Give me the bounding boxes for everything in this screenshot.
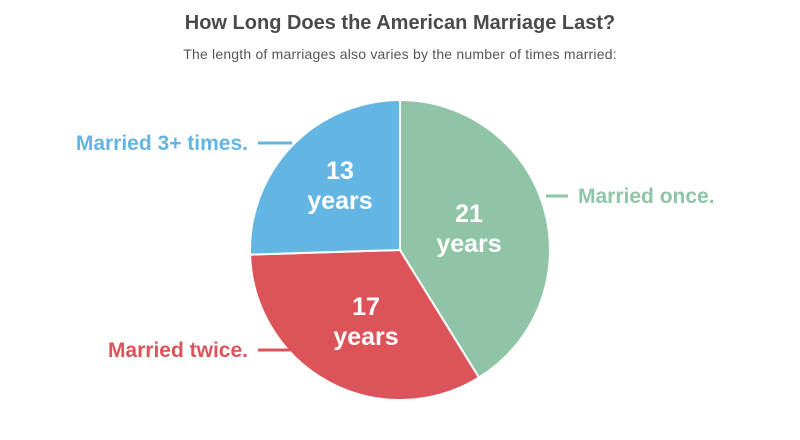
slice-value-number: 21 xyxy=(455,200,483,228)
category-label: Married once. xyxy=(578,185,715,208)
category-label: Married twice. xyxy=(108,339,248,362)
slice-value-label: 21 years xyxy=(436,200,501,258)
chart-subtitle: The length of marriages also varies by t… xyxy=(183,46,617,62)
slice-value-unit: years xyxy=(333,323,398,351)
slice-value-label: 13 years xyxy=(307,157,372,215)
pie-slice xyxy=(399,98,551,379)
slice-value-unit: years xyxy=(307,187,372,215)
slice-value-number: 17 xyxy=(352,293,380,321)
pie-slice xyxy=(249,98,401,256)
chart-title: How Long Does the American Marriage Last… xyxy=(184,12,616,34)
slice-value-label: 17 years xyxy=(333,293,398,351)
slice-value-number: 13 xyxy=(326,157,354,185)
category-label: Married 3+ times. xyxy=(76,132,248,155)
pie-slice xyxy=(249,248,481,401)
slice-value-unit: years xyxy=(436,230,501,258)
